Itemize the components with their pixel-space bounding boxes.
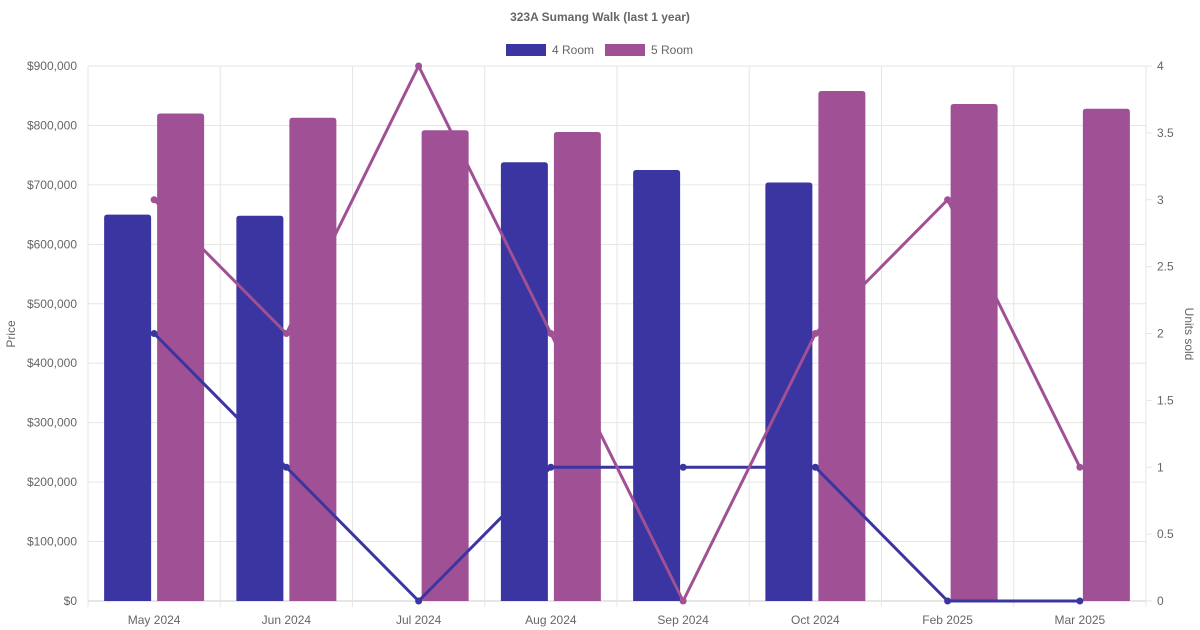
units-sold-point <box>679 463 687 471</box>
bar-5-room <box>950 104 998 602</box>
y2-tick-label: 3 <box>1157 193 1164 207</box>
legend-label: 5 Room <box>651 43 693 57</box>
y2-tick-label: 1.5 <box>1157 393 1174 407</box>
y-tick-label: $900,000 <box>27 59 77 73</box>
x-tick-label: Sep 2024 <box>657 613 709 627</box>
x-tick-label: May 2024 <box>128 613 181 627</box>
bar-4-room <box>765 182 813 601</box>
y2-tick-label: 4 <box>1157 59 1164 73</box>
x-tick-label: Aug 2024 <box>525 613 577 627</box>
x-tick-label: Jul 2024 <box>396 613 442 627</box>
units-sold-point <box>811 330 819 337</box>
chart-title: 323A Sumang Walk (last 1 year) <box>510 10 690 24</box>
units-sold-point <box>150 196 158 204</box>
y2-tick-label: 2.5 <box>1157 260 1174 274</box>
units-sold-point <box>282 330 290 337</box>
x-tick-label: Feb 2025 <box>922 613 973 627</box>
units-sold-point <box>282 463 290 471</box>
y-tick-label: $500,000 <box>27 297 77 311</box>
bar-5-room <box>157 113 205 602</box>
units-sold-line-2 <box>153 64 1082 603</box>
units-sold-point <box>1076 597 1084 605</box>
units-sold-point <box>944 597 952 605</box>
y2-tick-label: 0.5 <box>1157 527 1174 541</box>
units-sold-point <box>150 330 158 337</box>
units-sold-point <box>944 196 952 204</box>
y-tick-label: $100,000 <box>27 535 77 549</box>
legend-swatch <box>506 44 546 56</box>
y-tick-label: $0 <box>64 594 78 608</box>
bar-5-room <box>818 90 866 601</box>
y-tick-label: $400,000 <box>27 356 77 370</box>
axes: $0 $100,000 $200,000 $300,000 $400,000 $500,0… <box>27 59 1174 627</box>
y2-tick-label: 0 <box>1157 594 1164 608</box>
units-sold-point <box>547 463 555 471</box>
units-sold-point <box>415 62 423 70</box>
y-tick-label: $200,000 <box>27 475 77 489</box>
x-tick-label: Mar 2025 <box>1055 613 1106 627</box>
bar-5-room <box>421 130 469 601</box>
units-sold-point <box>415 597 423 605</box>
bar-4-room <box>500 162 548 602</box>
y-tick-label: $700,000 <box>27 178 77 192</box>
units-sold-point <box>811 463 819 471</box>
units-sold-point <box>679 597 687 605</box>
bar-4-room <box>633 170 681 601</box>
bar-5-room <box>1082 108 1130 602</box>
y-tick-label: $800,000 <box>27 118 77 132</box>
bar-5-room <box>553 131 601 601</box>
legend-swatch <box>605 44 645 56</box>
units-sold-point <box>547 330 555 337</box>
y2-axis-title: Units sold <box>1182 308 1196 361</box>
bar-4-room <box>236 215 284 602</box>
y-tick-label: $600,000 <box>27 237 77 251</box>
y2-tick-label: 1 <box>1157 460 1164 474</box>
y-axis-title: Price <box>4 320 18 348</box>
bar-layer <box>104 90 1130 602</box>
line-layer <box>150 62 1084 605</box>
x-tick-label: Oct 2024 <box>791 613 840 627</box>
units-sold-point <box>1076 463 1084 471</box>
bar-5-room <box>289 117 337 601</box>
x-tick-label: Jun 2024 <box>262 613 312 627</box>
bar-4-room <box>104 214 152 601</box>
y-tick-label: $300,000 <box>27 416 77 430</box>
y2-tick-label: 2 <box>1157 327 1164 341</box>
legend-label: 4 Room <box>552 43 594 57</box>
legend: 4 Room 5 Room <box>506 43 693 57</box>
y2-tick-label: 3.5 <box>1157 126 1174 140</box>
